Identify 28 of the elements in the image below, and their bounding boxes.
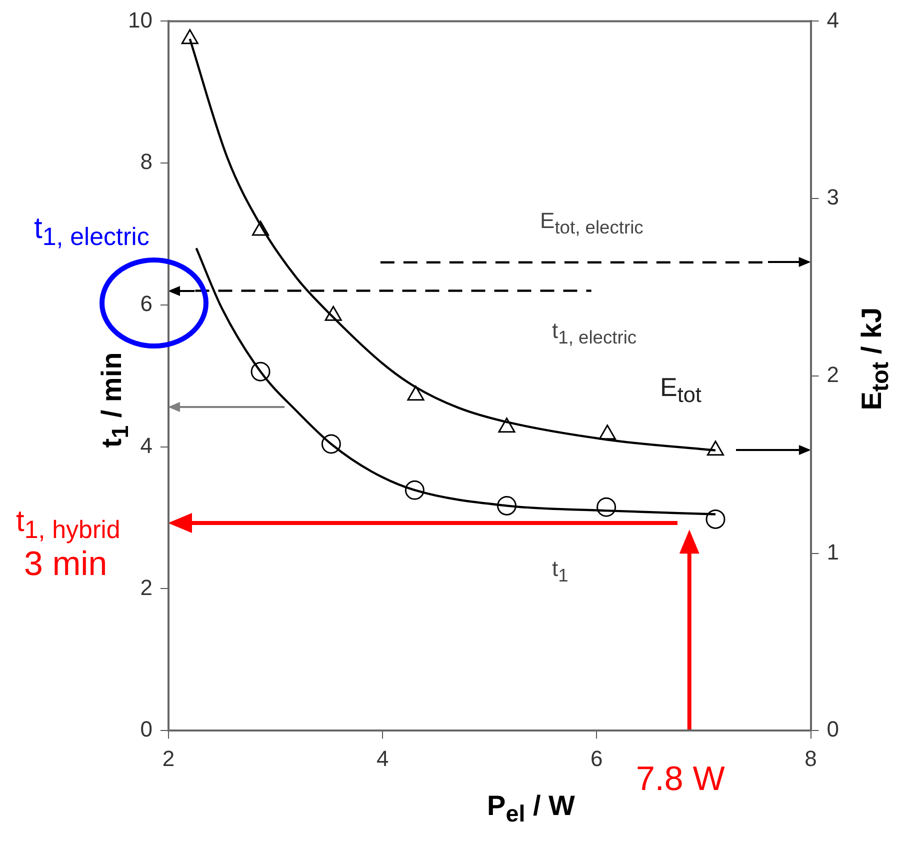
y2-tick-label: 3 xyxy=(826,184,840,210)
y-tick-label: 2 xyxy=(140,574,152,600)
annotation: t$_{1}$ xyxy=(552,556,568,586)
y-tick-label: 6 xyxy=(140,291,152,316)
annotation: E$_{tot}$ xyxy=(660,372,702,408)
y-tick-label: 4 xyxy=(140,432,152,458)
y2-tick-label: 4 xyxy=(826,7,840,32)
x-tick-label: 6 xyxy=(590,746,603,771)
x-tick-label: 4 xyxy=(376,746,389,771)
x-tick-label: 2 xyxy=(162,746,175,771)
point xyxy=(706,509,726,529)
y2-tick-label: 0 xyxy=(826,716,840,742)
point xyxy=(498,418,516,433)
x-tick-label: 8 xyxy=(804,746,817,771)
y-tick-label: 10 xyxy=(128,7,152,32)
annotation: t$_{1, electric}$ xyxy=(552,318,637,348)
text: 3 min xyxy=(24,545,108,584)
text: t$_{1, hybrid}$ xyxy=(16,505,120,545)
point xyxy=(407,386,424,401)
y2-tick-label: 2 xyxy=(826,362,840,387)
y-tick-label: 8 xyxy=(140,149,152,174)
point xyxy=(181,29,198,44)
x-axis-title: P$_{el}$ / W xyxy=(487,790,575,827)
y2-tick-label: 1 xyxy=(826,539,840,564)
y-tick-label: 0 xyxy=(140,716,152,742)
text: 7.8 W xyxy=(636,760,725,799)
annotation: E$_{tot, electric}$ xyxy=(540,208,644,238)
text: t$_{1, electric}$ xyxy=(34,212,150,252)
